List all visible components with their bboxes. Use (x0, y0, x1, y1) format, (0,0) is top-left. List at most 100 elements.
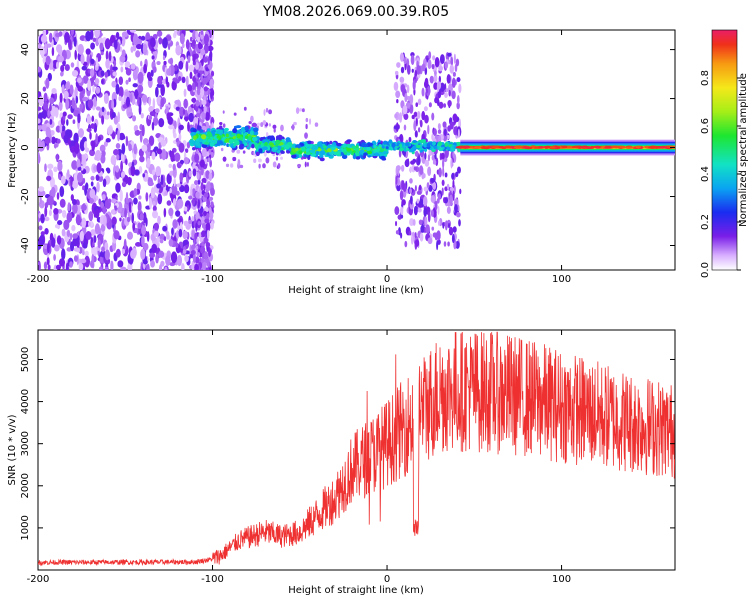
spectrogram-cell (199, 236, 203, 243)
spectrogram-cell (404, 159, 410, 168)
spectrogram-cell (187, 121, 190, 132)
spectrogram-cell (148, 105, 154, 113)
spectrogram-cell (79, 230, 84, 242)
spectrogram-cell (242, 150, 246, 154)
spectrogram-cell (604, 146, 610, 149)
spectrogram-cell (193, 237, 196, 246)
spectrogram-cell (127, 263, 132, 270)
spectrogram-cell (207, 139, 212, 143)
spectrogram-cell (422, 173, 426, 179)
spectrogram-cell (414, 70, 418, 77)
spectrogram-cell (195, 256, 200, 264)
spectrogram-cell (38, 96, 44, 107)
spectrogram-cell (309, 149, 316, 154)
spectrogram-cell (167, 42, 171, 51)
spectrogram-cell (145, 217, 148, 227)
spectrogram-cell (216, 135, 221, 139)
spectrogram-cell (91, 254, 95, 265)
spectrogram-cell (379, 147, 384, 153)
spectrogram-cell (78, 246, 83, 254)
spectrogram-cell (56, 138, 61, 144)
spectrogram-cell (366, 150, 373, 155)
spectrogram-cell (47, 195, 54, 205)
spectrogram-cell (417, 127, 421, 133)
spectrogram-cell (410, 54, 415, 66)
spectrogram-cell (138, 86, 142, 98)
spectrogram-cell (38, 225, 43, 231)
spectrogram-cell (45, 55, 51, 66)
spectrogram-cell (127, 231, 134, 240)
spectrogram-cell (416, 198, 420, 204)
spectrogram-cell (452, 71, 456, 77)
spectrogram-cell (416, 190, 422, 195)
spectrogram-cell (393, 81, 399, 92)
spectrogram-cell (257, 158, 262, 163)
spectrogram-cell (69, 232, 73, 241)
spectrogram-cell (153, 230, 159, 238)
spectrogram-cell (87, 99, 94, 109)
spectrogram-cell (403, 124, 407, 131)
spectrogram-cell (414, 150, 419, 157)
spectrogram-cell (434, 153, 437, 160)
spectrogram-cell (46, 242, 50, 254)
spectrogram-cell (86, 128, 92, 133)
spectrogram-cell (200, 87, 204, 98)
spectrogram-cell (113, 115, 119, 125)
spectrogram-cell (44, 136, 51, 145)
spectrogram-cell (140, 35, 146, 41)
spectrogram-cell (243, 106, 247, 111)
spectrogram-cell (197, 220, 201, 226)
spectrogram-cell (150, 260, 155, 268)
spectrogram-cell (317, 141, 322, 146)
spectrogram-cell (456, 102, 460, 110)
spectrogram-cell (308, 118, 312, 125)
spectrogram-cell (42, 86, 47, 92)
spectrogram-cell (182, 249, 187, 254)
spectrogram-cell (197, 179, 201, 185)
spectrogram-cell (448, 222, 451, 229)
spectrogram-cell (183, 206, 188, 212)
spectrogram-cell (447, 241, 450, 247)
spectrogram-cell (453, 53, 456, 65)
spectrogram-cell (157, 193, 163, 205)
spectrogram-cell (161, 148, 167, 161)
spectrogram-cell (373, 144, 377, 149)
colorbar: 0.0 0.2 0.4 0.6 0.8 Normalized spectral ampl… (700, 29, 749, 278)
spectrogram-cell (403, 57, 407, 65)
spectrogram-cell (412, 145, 417, 150)
spectrogram-cell (458, 83, 462, 94)
spectrogram-cell (416, 64, 421, 75)
spectrogram-cell (346, 143, 352, 148)
spectrogram-cell (90, 229, 97, 236)
spectrogram-cell (172, 198, 177, 207)
spectrogram-cell (449, 121, 454, 130)
spectrogram-cell (400, 206, 404, 216)
spectrogram-cell (197, 198, 201, 209)
spectrogram-cell (121, 171, 126, 178)
spectrogram-cell (200, 181, 204, 191)
spectrogram-cell (70, 145, 76, 153)
spectrogram-cell (130, 46, 134, 53)
spectrogram-cell (424, 152, 427, 160)
spectrogram-cell (141, 235, 145, 247)
spectrogram-cell (76, 247, 81, 253)
spectrogram-cell (394, 206, 400, 216)
spectrogram-cell (452, 226, 457, 233)
spectrogram-cell (103, 93, 109, 105)
spectrogram-cell (152, 116, 159, 126)
spectrogram-cell (235, 125, 242, 129)
spectrogram-cell (205, 241, 211, 248)
spectrogram-cell (336, 142, 342, 147)
spectrogram-cell (154, 108, 160, 114)
spectrogram-cell (203, 210, 207, 217)
spectrogram-cell (253, 127, 259, 133)
spectrogram-cell (141, 144, 148, 152)
spectrogram-cell (154, 112, 158, 119)
spectrogram-cell (120, 152, 125, 163)
spectrogram-cell (417, 156, 421, 165)
spectrogram-cell (265, 132, 269, 137)
colorbar-tick-label: 0.2 (700, 214, 711, 230)
spectrogram-cell (204, 45, 209, 54)
spectrogram-cell (95, 174, 100, 181)
spectrogram-cell (450, 56, 454, 67)
